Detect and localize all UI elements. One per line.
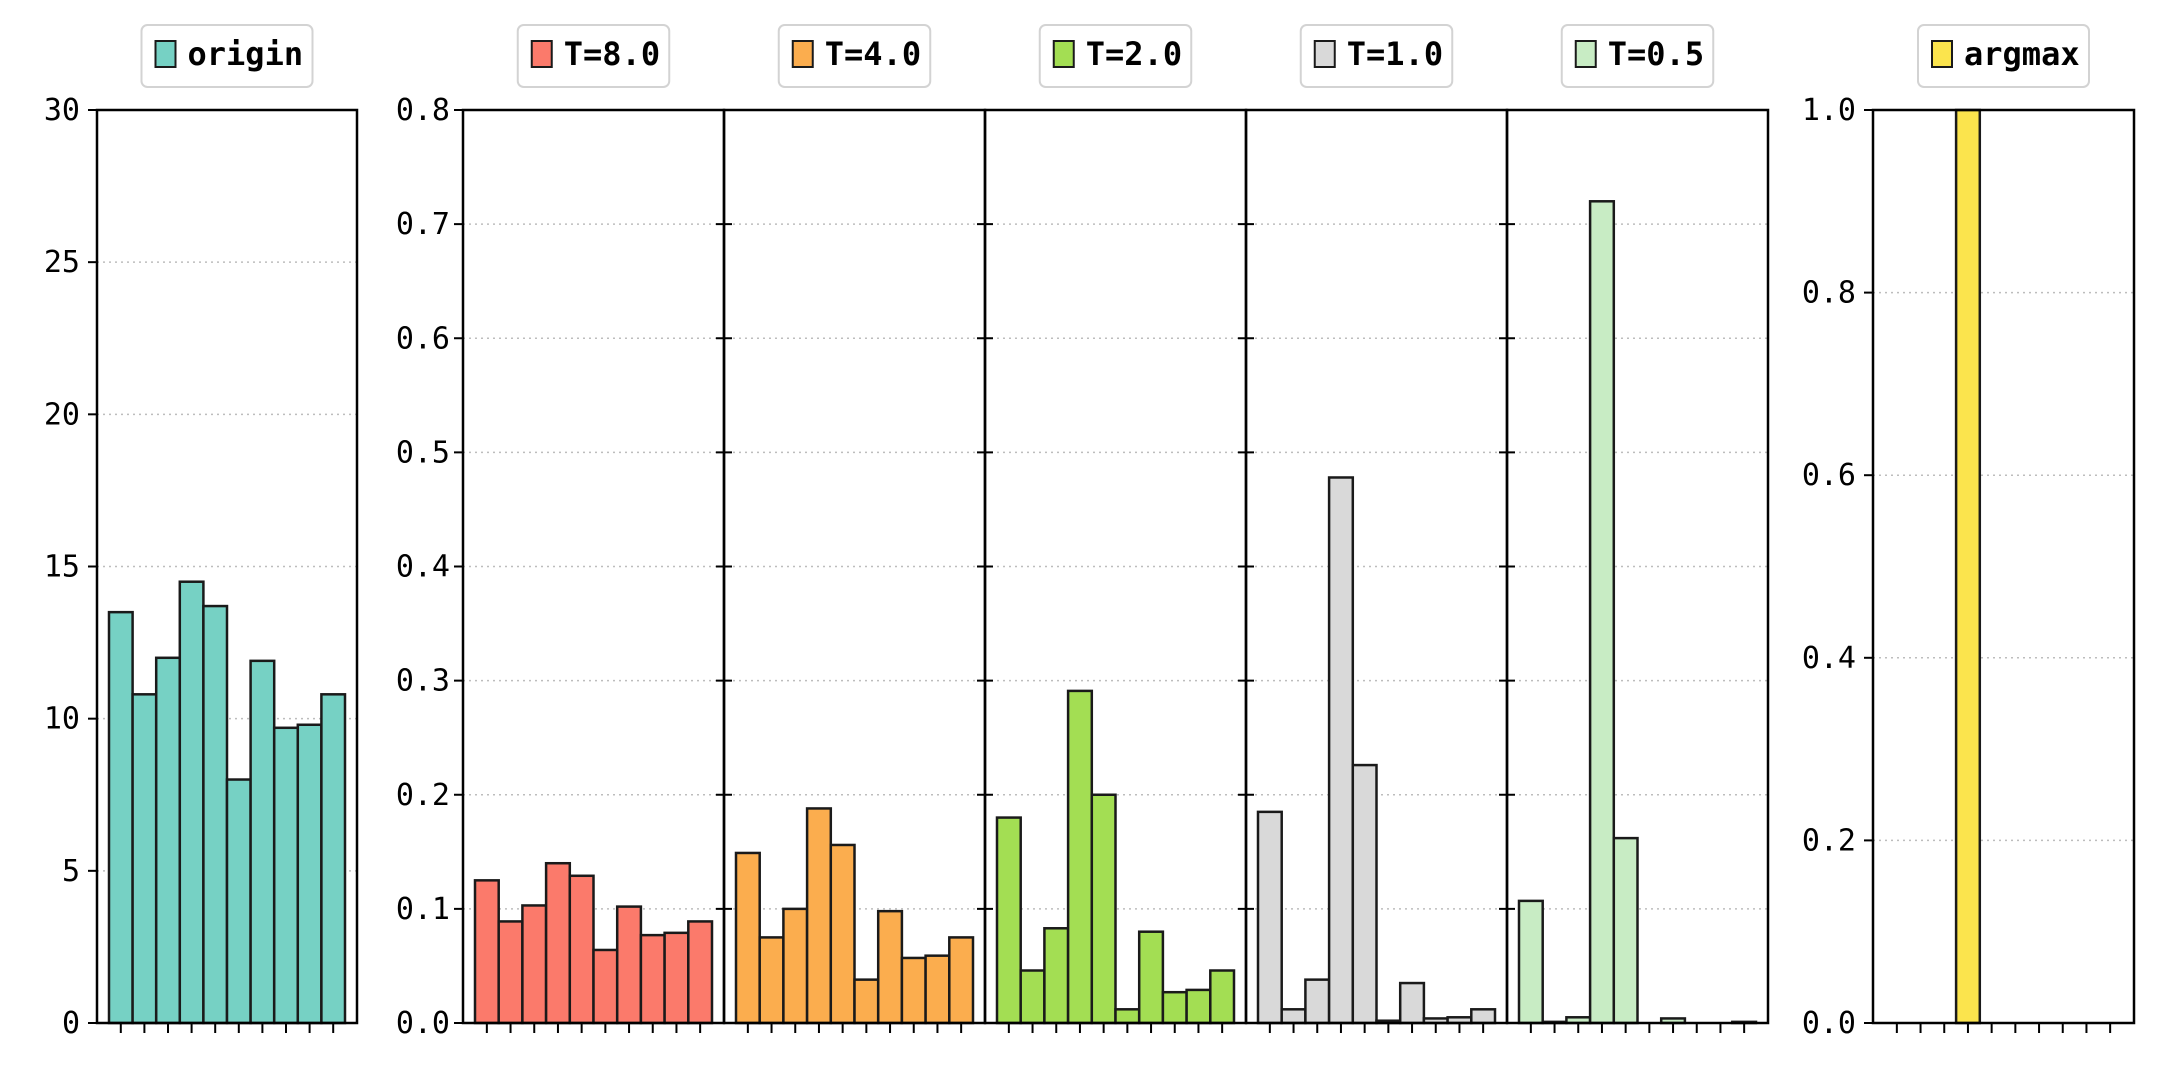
legend-label: T=0.5 bbox=[1608, 35, 1704, 73]
bar bbox=[320, 693, 347, 1025]
bar bbox=[107, 610, 134, 1025]
legend-swatch bbox=[1052, 40, 1075, 68]
bar bbox=[1588, 200, 1616, 1025]
bar bbox=[639, 933, 666, 1025]
y-tick-label: 10 bbox=[44, 702, 80, 737]
bar bbox=[1304, 978, 1331, 1025]
y-tick-label: 0 bbox=[62, 1006, 80, 1041]
bar bbox=[1185, 988, 1212, 1025]
y-tick-label: 1.0 bbox=[1802, 93, 1856, 128]
bar bbox=[154, 656, 182, 1025]
legend-box bbox=[140, 24, 314, 88]
legend-swatch bbox=[1931, 40, 1953, 68]
bar bbox=[615, 905, 643, 1025]
bar bbox=[568, 874, 595, 1025]
legend-swatch bbox=[1313, 40, 1336, 68]
bar bbox=[1327, 476, 1355, 1025]
bar bbox=[1351, 763, 1378, 1025]
y-tick-label: 0.5 bbox=[396, 435, 450, 470]
bar bbox=[948, 936, 975, 1025]
bar bbox=[1209, 969, 1236, 1025]
bar bbox=[900, 956, 927, 1025]
y-tick-label: 0.1 bbox=[396, 892, 450, 927]
legend-box bbox=[1038, 24, 1193, 88]
y-tick-label: 25 bbox=[44, 245, 80, 280]
y-tick-label: 5 bbox=[62, 854, 80, 889]
legend-box bbox=[1560, 24, 1715, 88]
bar bbox=[1161, 990, 1188, 1025]
bar bbox=[249, 659, 276, 1025]
bar bbox=[131, 693, 158, 1025]
legend-box bbox=[1917, 24, 2090, 88]
y-tick-label: 0.7 bbox=[396, 207, 450, 242]
bar bbox=[473, 879, 500, 1025]
bar bbox=[1137, 930, 1165, 1025]
y-tick-label: 0.3 bbox=[396, 664, 450, 699]
legend-label: T=1.0 bbox=[1347, 35, 1443, 73]
bar bbox=[1019, 969, 1046, 1025]
legend-swatch bbox=[154, 40, 177, 68]
legend-box bbox=[1299, 24, 1454, 88]
bar bbox=[1256, 810, 1283, 1025]
panel-frame bbox=[95, 108, 359, 1025]
bar bbox=[1954, 108, 1982, 1025]
bar bbox=[758, 936, 785, 1025]
y-tick-label: 30 bbox=[44, 93, 80, 128]
bar bbox=[734, 851, 761, 1025]
bar bbox=[1398, 981, 1426, 1025]
bar bbox=[497, 920, 524, 1025]
legend-box bbox=[516, 24, 671, 88]
bar bbox=[663, 931, 690, 1025]
bar bbox=[1517, 899, 1544, 1025]
bar bbox=[178, 580, 205, 1025]
bar bbox=[296, 723, 323, 1025]
y-tick-label: 0.2 bbox=[396, 778, 450, 813]
bar bbox=[876, 909, 904, 1025]
legend-label: T=4.0 bbox=[825, 35, 921, 73]
bar bbox=[1280, 1008, 1307, 1025]
legend-swatch bbox=[791, 40, 814, 68]
bar bbox=[592, 948, 619, 1025]
bar bbox=[924, 954, 951, 1025]
legend-label: origin bbox=[188, 35, 304, 73]
bar bbox=[544, 861, 572, 1025]
legend-label: T=2.0 bbox=[1086, 35, 1182, 73]
y-tick-label: 0.0 bbox=[396, 1006, 450, 1041]
legend-swatch bbox=[530, 40, 553, 68]
y-tick-label: 15 bbox=[44, 550, 80, 585]
legend-label: argmax bbox=[1964, 35, 2080, 73]
bar bbox=[1066, 689, 1094, 1025]
legend-label: T=8.0 bbox=[564, 35, 660, 73]
panel-frame bbox=[1505, 108, 1770, 1025]
bar bbox=[1470, 1008, 1497, 1025]
bar bbox=[202, 604, 229, 1025]
panel-frame bbox=[1871, 108, 2136, 1025]
y-tick-label: 0.0 bbox=[1802, 1006, 1856, 1041]
bar bbox=[1090, 793, 1117, 1025]
legend-swatch bbox=[1574, 40, 1597, 68]
y-tick-label: 0.4 bbox=[1802, 641, 1856, 676]
y-tick-label: 0.4 bbox=[396, 550, 450, 585]
bar bbox=[829, 843, 856, 1025]
bar bbox=[1043, 927, 1070, 1025]
bar bbox=[272, 726, 300, 1025]
bar bbox=[1114, 1008, 1141, 1025]
bar bbox=[853, 978, 880, 1025]
y-tick-label: 0.6 bbox=[396, 321, 450, 356]
bar bbox=[687, 920, 714, 1025]
bar bbox=[225, 778, 252, 1025]
bar bbox=[782, 907, 809, 1025]
y-tick-label: 0.2 bbox=[1802, 823, 1856, 858]
y-tick-label: 0.8 bbox=[396, 93, 450, 128]
y-tick-label: 20 bbox=[44, 397, 80, 432]
bar bbox=[995, 816, 1022, 1025]
y-tick-label: 0.8 bbox=[1802, 276, 1856, 311]
bar bbox=[1612, 836, 1639, 1025]
y-tick-label: 0.6 bbox=[1802, 458, 1856, 493]
legend-box bbox=[777, 24, 932, 88]
bar bbox=[521, 904, 548, 1025]
bar bbox=[805, 807, 833, 1025]
